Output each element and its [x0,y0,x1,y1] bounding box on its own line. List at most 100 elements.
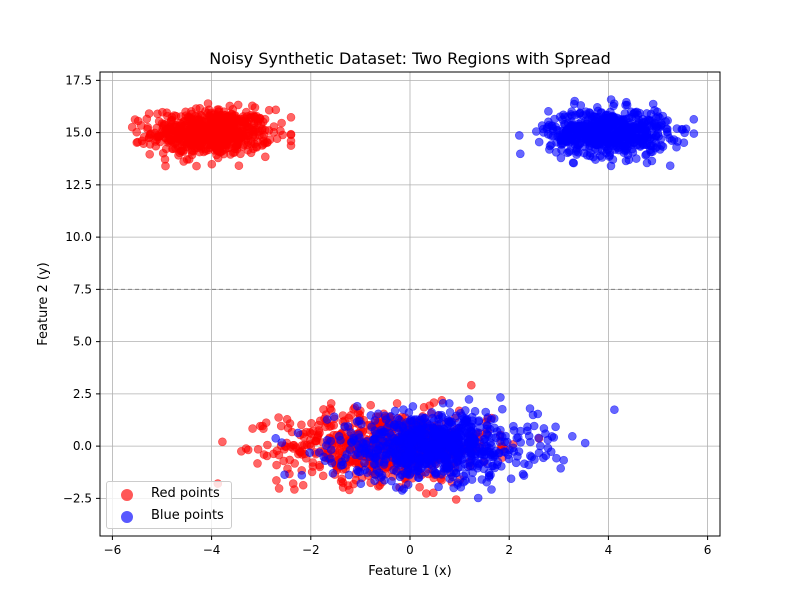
scatter-point [277,118,286,128]
scatter-point [271,433,281,443]
scatter-point [269,122,279,131]
scatter-point [274,484,284,493]
scatter-point [497,404,507,414]
scatter-point [638,140,648,150]
scatter-point [590,123,600,133]
scatter-point [258,140,268,149]
x-tick-label: 2 [505,543,513,557]
scatter-point [329,420,339,430]
axis-ticks: −6 −4 −2 0 2 4 6 −2.5 0.0 2.5 5.0 7.5 10.0 12.5 15.0 17… [63,73,712,557]
scatter-point [188,124,197,134]
scatter-point [689,129,699,138]
scatter-point [482,446,492,456]
scatter-point [637,123,647,133]
scatter-point [196,110,205,120]
scatter-point [626,137,636,147]
y-tick-label: 7.5 [73,282,92,296]
scatter-point [514,131,524,140]
scatter-point [556,463,566,473]
scatter-point [525,404,535,413]
scatter-point [523,422,532,432]
scatter-point [449,459,458,469]
y-tick-label: 17.5 [65,73,92,87]
scatter-point [467,441,477,451]
scatter-point [404,408,414,417]
scatter-point [276,421,286,431]
scatter-point [160,120,169,130]
scatter-point [286,130,296,140]
scatter-point [650,106,659,115]
y-tick-label: 12.5 [65,178,92,192]
scatter-point [520,459,529,469]
scatter-point [608,139,617,148]
legend-red-label: Red points [151,486,220,501]
scatter-point [473,493,483,503]
scatter-point [487,485,496,494]
scatter-point [246,148,256,158]
scatter-point [575,138,585,148]
scatter-point [580,438,590,448]
y-tick-label: 15.0 [65,126,92,140]
scatter-points [127,95,699,504]
scatter-point [496,425,505,435]
scatter-point [530,455,539,464]
scatter-point [345,445,355,455]
scatter-point [486,415,496,425]
scatter-point [364,448,374,458]
scatter-point [439,451,449,461]
scatter-point [556,132,566,142]
scatter-point [253,444,263,454]
scatter-point [326,436,336,446]
scatter-point [277,438,287,447]
scatter-point [153,109,162,119]
scatter-point [132,127,141,137]
scatter-point [624,155,634,165]
scatter-point [308,462,318,471]
scatter-point [250,103,260,112]
scatter-point [663,116,672,125]
x-tick-label: −2 [302,543,320,557]
scatter-point [344,470,354,480]
legend-item-blue: Blue points [107,506,231,526]
scatter-point [430,468,440,477]
scatter-point [380,411,390,421]
scatter-point [567,431,577,441]
scatter-point [285,419,295,428]
scatter-point [280,470,289,480]
scatter-point [689,115,699,124]
chart-title: Noisy Synthetic Dataset: Two Regions wit… [209,49,611,68]
scatter-point [662,124,672,134]
scatter-point [466,451,476,461]
scatter-point [262,451,272,461]
scatter-point [201,144,210,154]
scatter-point [383,437,393,447]
scatter-point [307,418,316,428]
scatter-point [147,129,156,138]
y-axis-label: Feature 2 (y) [36,262,51,346]
scatter-point [458,454,468,464]
scatter-point [259,424,268,434]
scatter-point [325,404,335,413]
scatter-point [654,131,664,141]
scatter-point [622,100,632,110]
scatter-point [274,413,283,422]
scatter-point [374,468,384,478]
scatter-point [250,132,259,142]
scatter-point [234,161,244,170]
scatter-point [557,145,566,155]
scatter-point [191,104,201,113]
scatter-point [220,117,230,127]
scatter-point [479,437,489,447]
scatter-point [468,462,477,471]
scatter-point [290,485,299,494]
x-tick-label: 6 [704,543,712,557]
scatter-point [601,132,611,141]
scatter-point [158,148,168,158]
scatter-point [415,426,425,436]
scatter-point [486,470,495,480]
scatter-point [334,431,344,441]
scatter-point [328,468,338,478]
scatter-point [369,434,379,444]
scatter-point [585,108,594,117]
scatter-point [615,142,625,151]
